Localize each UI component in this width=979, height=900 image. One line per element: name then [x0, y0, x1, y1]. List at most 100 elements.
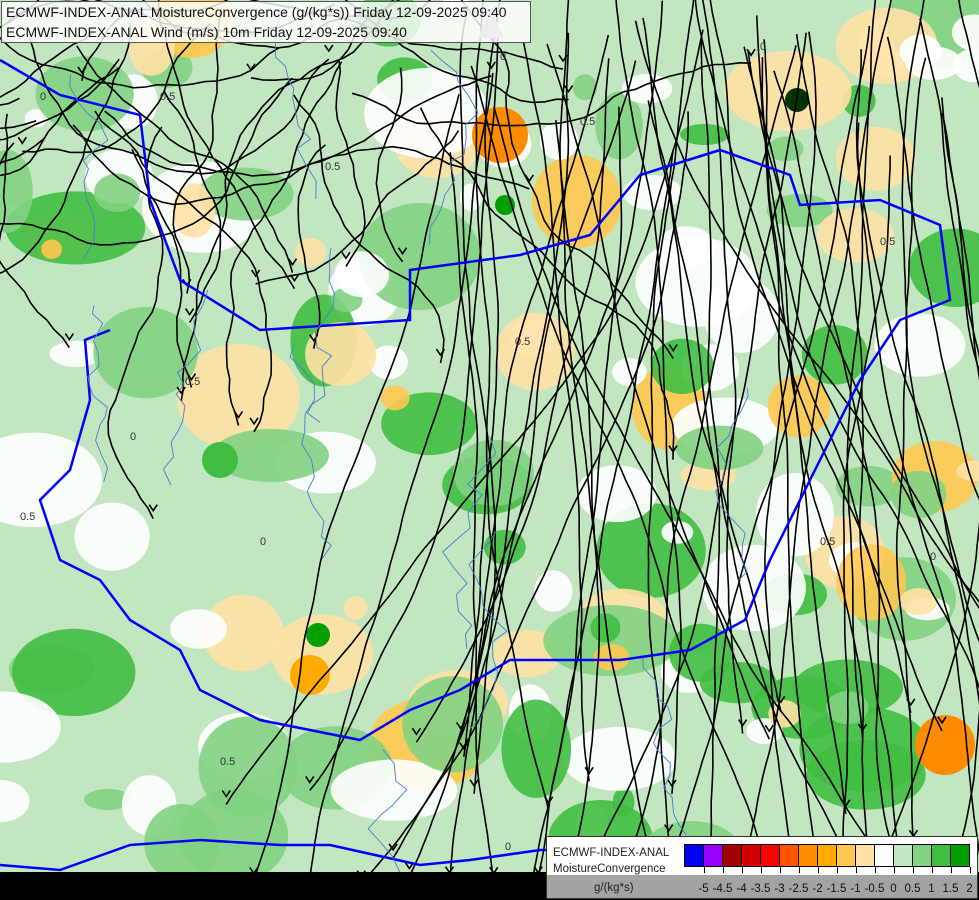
field-patch — [572, 74, 598, 101]
streamline — [701, 0, 744, 734]
wind-arrow-icon — [404, 862, 415, 871]
streamline — [470, 65, 769, 876]
wind-arrow-icon — [524, 174, 534, 183]
legend-tick-label: -4.5 — [712, 883, 733, 895]
contour-label: 0.5 — [160, 91, 175, 103]
streamline — [463, 0, 501, 757]
legend-tick — [760, 867, 762, 873]
field-patch — [402, 676, 504, 773]
field-patch — [899, 34, 942, 69]
wind-arrow-icon — [287, 258, 298, 267]
legend-swatch — [723, 845, 742, 866]
streamline — [225, 29, 704, 805]
legend-tick — [836, 867, 838, 873]
wind-arrow-icon — [764, 724, 774, 733]
streamline — [895, 0, 925, 845]
streamline — [392, 60, 637, 859]
legend-tick-label: -3 — [774, 883, 785, 895]
legend-tick-label: -1 — [850, 883, 861, 895]
streamline — [873, 0, 979, 890]
streamline — [0, 23, 132, 274]
legend-swatch — [799, 845, 818, 866]
contour-labels: 0 0.5 0.5 0 0.5 0 0.5 0.5 0 0.5 0 0.5 0 0.5 0 0.5 — [20, 41, 936, 853]
field-patch — [74, 502, 150, 571]
wind-arrow-icon — [233, 411, 244, 419]
field-extremum — [290, 655, 330, 695]
streamline — [0, 142, 70, 349]
streamline — [253, 94, 460, 882]
wind-arrow-icon — [937, 716, 947, 725]
river — [306, 247, 335, 423]
streamline — [28, 37, 330, 175]
legend-swatch — [894, 845, 913, 866]
field-patch — [11, 628, 136, 717]
streamline — [94, 110, 273, 433]
legend-tick-label: 1 — [928, 883, 935, 895]
wind-arrow-icon — [444, 866, 455, 875]
legend-tick — [912, 867, 914, 873]
streamline — [886, 36, 979, 501]
legend-swatch — [780, 845, 799, 866]
color-legend: ECMWF-INDEX-ANAL MoistureConvergence g/(… — [546, 836, 978, 899]
legend-tick — [931, 867, 933, 873]
streamline — [546, 43, 771, 740]
streamline — [522, 41, 590, 782]
legend-tick — [969, 867, 971, 873]
wind-arrow-icon — [486, 61, 496, 70]
wind-arrow-icon — [563, 85, 574, 94]
field-patch — [724, 50, 852, 132]
streamline — [172, 8, 222, 294]
legend-tick-label: 2 — [966, 883, 973, 895]
streamline — [919, 18, 979, 373]
contour-label: 0 — [760, 41, 766, 53]
wind-arrow-icon — [411, 727, 422, 736]
field-patch — [534, 570, 573, 612]
legend-swatch — [913, 845, 932, 866]
title-moisture-convergence: ECMWF-INDEX-ANAL MoistureConvergence (g/… — [6, 4, 507, 20]
wind-arrow-icon — [186, 373, 197, 382]
field-patch — [767, 375, 830, 438]
streamline — [309, 34, 499, 791]
contour-label: 0.5 — [185, 376, 200, 388]
field-patch — [202, 594, 284, 672]
river — [162, 289, 209, 486]
field-patch — [590, 613, 621, 643]
wind-arrow-icon — [148, 504, 158, 513]
legend-tick — [798, 867, 800, 873]
streamline — [660, 25, 871, 887]
wind-arrow-icon — [64, 333, 75, 342]
streamline — [555, 120, 600, 884]
wind-arrow-icon — [668, 344, 678, 353]
streamline — [297, 144, 326, 349]
streamline — [700, 37, 863, 885]
legend-tick-label: 0.5 — [904, 883, 921, 895]
legend-swatch — [685, 845, 704, 866]
streamline — [642, 17, 782, 711]
streamline — [529, 106, 623, 892]
streamline — [647, 100, 721, 886]
streamline — [255, 130, 460, 285]
field-patch — [899, 587, 938, 615]
wind-arrow-icon — [388, 843, 398, 852]
streamline — [408, 32, 570, 877]
field-patch — [83, 788, 132, 811]
field-patch — [93, 173, 141, 213]
field-patch — [0, 149, 33, 233]
river — [289, 343, 332, 559]
field-patch — [657, 226, 716, 268]
streamline — [335, 59, 366, 267]
field-patch — [0, 779, 30, 823]
contour-label: 0.5 — [220, 756, 235, 768]
field-extremum — [306, 623, 330, 647]
field-patch — [330, 759, 458, 821]
field-patch — [343, 596, 368, 621]
streamline — [694, 0, 943, 732]
wind-arrow-icon — [737, 719, 748, 727]
contour-label: 0 — [130, 431, 136, 443]
streamline — [905, 57, 979, 643]
streamline — [131, 149, 193, 388]
contour-label: 0.5 — [880, 236, 895, 248]
streamline — [941, 112, 979, 360]
wind-arrow-icon — [250, 269, 261, 278]
